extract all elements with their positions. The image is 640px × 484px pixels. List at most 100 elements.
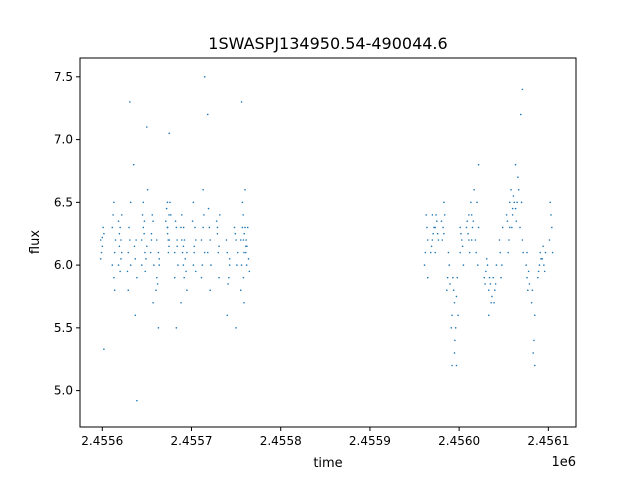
- data-point: [181, 251, 184, 254]
- data-point: [194, 270, 197, 273]
- data-point: [134, 258, 137, 260]
- data-point: [170, 214, 172, 216]
- data-point: [228, 276, 230, 279]
- data-point: [143, 220, 146, 222]
- data-point: [533, 364, 536, 367]
- y-tick-label: 6.0: [54, 258, 73, 272]
- data-point: [483, 276, 486, 279]
- data-point: [127, 289, 130, 291]
- data-point: [182, 245, 185, 248]
- data-point: [203, 214, 205, 216]
- data-point: [507, 251, 510, 254]
- data-point: [119, 226, 121, 229]
- data-point: [245, 251, 247, 254]
- data-point: [203, 251, 206, 254]
- data-point: [118, 232, 121, 235]
- data-point: [533, 314, 536, 317]
- data-point: [129, 239, 131, 241]
- data-point: [430, 245, 433, 248]
- data-point: [117, 264, 120, 266]
- data-point: [487, 289, 490, 291]
- data-point: [426, 226, 428, 229]
- data-point: [200, 239, 203, 241]
- data-point: [484, 283, 486, 285]
- data-point: [435, 214, 437, 216]
- data-point: [448, 264, 451, 266]
- data-point: [485, 258, 488, 260]
- data-point: [127, 251, 130, 254]
- data-point: [477, 226, 480, 229]
- data-point: [142, 201, 145, 204]
- data-point: [446, 276, 449, 279]
- data-point: [142, 226, 145, 229]
- data-point: [218, 276, 220, 279]
- data-point: [152, 220, 154, 222]
- data-point: [201, 264, 204, 266]
- data-point: [540, 258, 542, 260]
- data-point: [467, 232, 469, 235]
- data-point: [203, 76, 206, 78]
- data-point: [101, 236, 104, 239]
- data-point: [243, 251, 245, 254]
- data-point: [217, 251, 220, 254]
- data-point: [441, 239, 444, 241]
- data-point: [434, 251, 437, 254]
- data-point: [248, 270, 251, 273]
- data-point: [241, 226, 244, 229]
- data-point: [527, 289, 529, 291]
- data-point: [111, 226, 114, 229]
- data-point: [173, 276, 176, 279]
- data-point: [120, 251, 123, 254]
- data-point: [466, 220, 469, 222]
- y-axis-label: flux: [28, 230, 43, 254]
- data-point: [440, 220, 443, 222]
- data-point: [126, 270, 129, 273]
- data-point: [550, 214, 552, 216]
- data-point: [442, 226, 444, 229]
- data-point: [443, 201, 445, 204]
- data-point: [202, 188, 204, 191]
- data-point: [245, 239, 247, 241]
- data-point: [177, 264, 179, 266]
- data-point: [100, 251, 103, 254]
- data-point: [202, 226, 204, 229]
- data-point: [235, 327, 237, 329]
- y-tick-label: 7.5: [54, 70, 73, 84]
- data-point: [431, 239, 434, 241]
- data-point: [158, 264, 161, 266]
- data-point: [180, 239, 183, 241]
- data-point: [113, 251, 116, 254]
- data-point: [193, 245, 195, 248]
- data-point: [234, 232, 237, 235]
- data-point: [176, 239, 178, 241]
- data-point: [452, 289, 455, 291]
- data-point: [153, 264, 155, 266]
- data-point: [225, 239, 228, 241]
- data-point: [242, 276, 245, 279]
- x-tick-label: 2.4558: [260, 434, 302, 448]
- data-point: [500, 276, 502, 279]
- data-point: [144, 270, 147, 273]
- data-point: [519, 113, 522, 116]
- data-point: [431, 214, 434, 216]
- data-point: [488, 276, 491, 279]
- data-point: [185, 270, 187, 273]
- data-point: [247, 258, 250, 260]
- data-point: [136, 276, 138, 279]
- x-tick-label: 2.4556: [81, 434, 123, 448]
- data-point: [193, 251, 195, 254]
- data-point: [192, 264, 195, 266]
- data-point: [544, 251, 547, 254]
- data-point: [128, 226, 130, 229]
- data-point: [209, 289, 211, 291]
- data-point: [434, 226, 437, 229]
- data-point: [216, 232, 219, 235]
- data-point: [426, 239, 429, 241]
- data-point: [487, 314, 490, 317]
- data-point: [156, 239, 158, 241]
- data-point: [243, 301, 245, 304]
- data-point: [120, 239, 122, 241]
- data-point: [468, 251, 471, 254]
- data-point: [551, 251, 554, 254]
